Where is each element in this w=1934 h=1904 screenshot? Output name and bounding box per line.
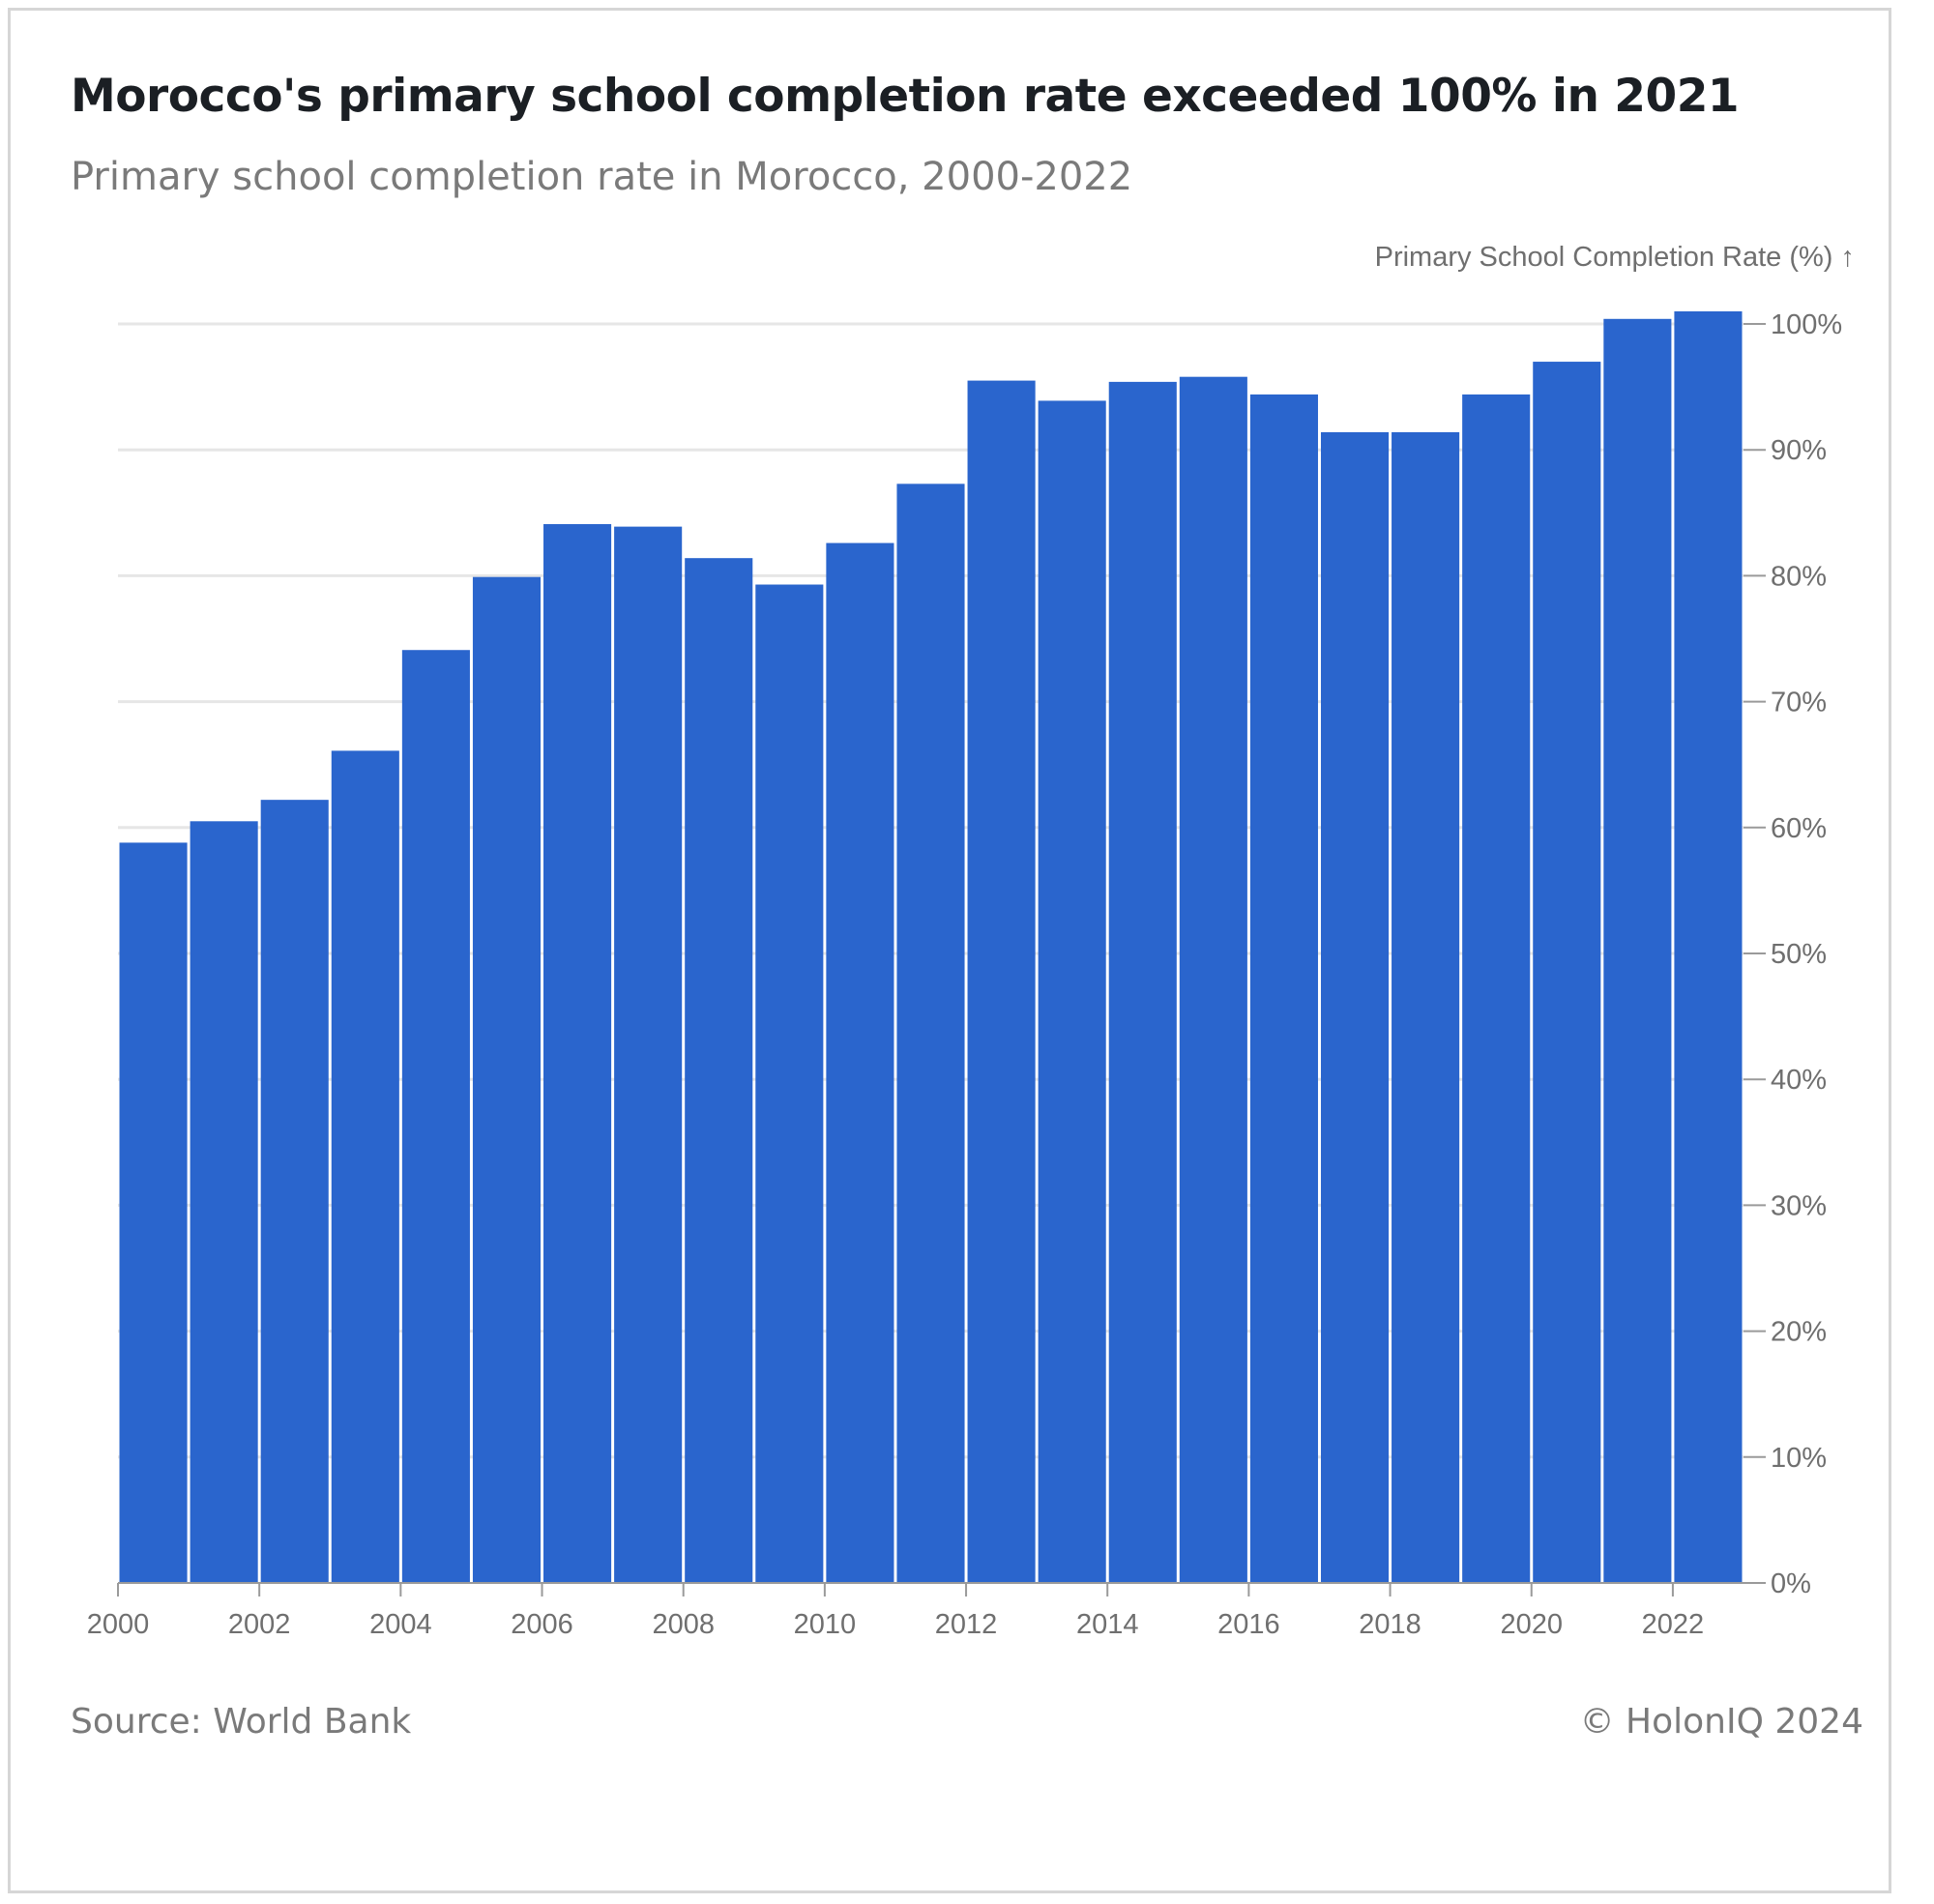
y-tick-label: 10% bbox=[1771, 1443, 1827, 1474]
bar-2004 bbox=[401, 650, 470, 1583]
x-tick-label: 2016 bbox=[1217, 1609, 1280, 1640]
bar-2008 bbox=[685, 558, 753, 1583]
bar-2022 bbox=[1674, 310, 1743, 1584]
bar-2009 bbox=[755, 584, 824, 1584]
y-axis-title: Primary School Completion Rate (%) ↑ bbox=[1375, 242, 1855, 273]
x-tick-label: 2002 bbox=[228, 1609, 291, 1640]
x-tick-label: 2012 bbox=[935, 1609, 998, 1640]
y-tick-label: 70% bbox=[1771, 688, 1827, 718]
bar-2001 bbox=[190, 821, 258, 1583]
bar-2019 bbox=[1462, 394, 1531, 1583]
bar-2002 bbox=[260, 800, 329, 1583]
bar-2007 bbox=[614, 526, 683, 1583]
y-tick-label: 90% bbox=[1771, 435, 1827, 466]
bar-2021 bbox=[1603, 318, 1672, 1583]
x-tick-label: 2014 bbox=[1076, 1609, 1139, 1640]
chart-subtitle: Primary school completion rate in Morocc… bbox=[71, 155, 1133, 199]
x-tick-label: 2020 bbox=[1500, 1609, 1563, 1640]
bar-2005 bbox=[472, 576, 542, 1583]
source-note: Source: World Bank bbox=[71, 1702, 412, 1742]
bar-2020 bbox=[1533, 362, 1601, 1583]
bar-2013 bbox=[1038, 400, 1106, 1583]
bar-2017 bbox=[1320, 431, 1390, 1584]
y-tick-label: 0% bbox=[1771, 1568, 1811, 1599]
bar-2018 bbox=[1392, 431, 1460, 1584]
x-tick-label: 2022 bbox=[1642, 1609, 1705, 1640]
x-tick-label: 2006 bbox=[511, 1609, 573, 1640]
y-tick-label: 40% bbox=[1771, 1065, 1827, 1096]
bars bbox=[119, 310, 1743, 1584]
bar-2010 bbox=[826, 542, 894, 1583]
x-tick-label: 2008 bbox=[652, 1609, 715, 1640]
x-tick-label: 2010 bbox=[794, 1609, 857, 1640]
y-tick-label: 50% bbox=[1771, 939, 1827, 970]
bar-2006 bbox=[543, 524, 612, 1583]
bar-2015 bbox=[1179, 376, 1247, 1584]
axes: 0% 10% 20% 30% 40% 50% 60% 70% 80% 90% 100% 2000 200… bbox=[87, 309, 1842, 1640]
bar-2014 bbox=[1108, 381, 1177, 1584]
x-tick-label: 2018 bbox=[1359, 1609, 1421, 1640]
bar-2011 bbox=[896, 483, 965, 1583]
y-tick-label: 100% bbox=[1771, 309, 1842, 340]
x-tick-label: 2000 bbox=[87, 1609, 150, 1640]
bar-2000 bbox=[119, 842, 188, 1583]
bar-2016 bbox=[1249, 394, 1318, 1583]
bar-2003 bbox=[331, 750, 399, 1583]
y-tick-label: 60% bbox=[1771, 813, 1827, 844]
y-tick-label: 30% bbox=[1771, 1190, 1827, 1221]
x-tick-label: 2004 bbox=[369, 1609, 432, 1640]
y-tick-label: 80% bbox=[1771, 561, 1827, 592]
chart-title: Morocco's primary school completion rate… bbox=[71, 70, 1740, 123]
y-tick-label: 20% bbox=[1771, 1317, 1827, 1348]
bar-2012 bbox=[967, 380, 1036, 1584]
copyright-note: © HolonIQ 2024 bbox=[1579, 1702, 1863, 1742]
